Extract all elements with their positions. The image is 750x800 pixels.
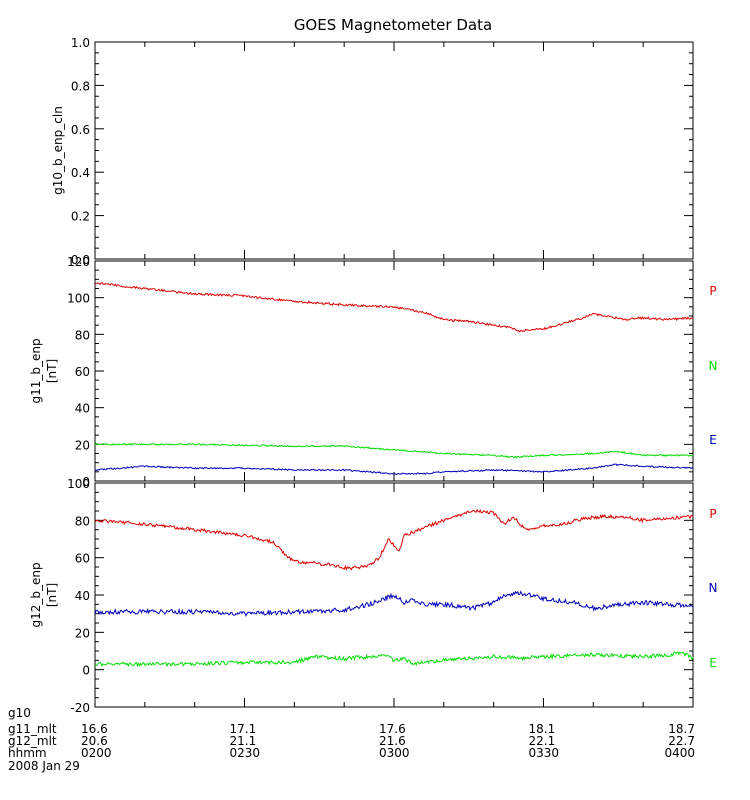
legend-label-n: N: [709, 581, 718, 595]
legend-label-p: P: [709, 507, 716, 521]
footer-tick-value: 22.7: [668, 734, 695, 748]
y-tick-label: 60: [75, 365, 90, 379]
footer-tick-value: 18.1: [528, 722, 556, 736]
y-axis-unit: [nT]: [45, 583, 59, 607]
series-line-e: [94, 651, 694, 668]
y-tick-label: 80: [75, 514, 90, 528]
series-line-n: [94, 442, 694, 459]
series-line-e: [94, 463, 694, 476]
legend-label-p: P: [709, 284, 716, 298]
series-line-p: [94, 282, 694, 333]
plot-frame: [94, 41, 694, 260]
plot-frame: [94, 260, 694, 482]
y-axis-label: g12_b_enp: [29, 562, 43, 627]
footer-row-label: g12_mlt: [8, 734, 57, 748]
y-tick-label: 1.0: [71, 36, 90, 50]
footer-tick-value: 0200: [81, 746, 112, 760]
footer-tick-value: 0400: [664, 746, 695, 760]
y-tick-label: 80: [75, 328, 90, 342]
series-line-n: [94, 590, 694, 617]
y-tick-label: 20: [75, 626, 90, 640]
legend-label-e: E: [709, 656, 717, 670]
footer-tick-value: 22.1: [528, 734, 556, 748]
y-tick-label: 40: [75, 589, 90, 603]
footer-tick-value: 18.7: [668, 722, 695, 736]
y-tick-label: 20: [75, 438, 90, 452]
y-tick-label: 100: [67, 292, 90, 306]
y-axis-label: g10_b_enp_cln: [51, 106, 65, 195]
footer-date: 2008 Jan 29: [8, 759, 80, 773]
chart-title: GOES Magnetometer Data: [294, 16, 492, 34]
panel-1: 0.0 0.2 0.4 0.6 0.8 1.0 g10_b_enp_cln: [51, 36, 694, 267]
legend-label-e: E: [709, 433, 717, 447]
footer-tick-value: 0330: [528, 746, 560, 760]
y-tick-label: 0.2: [71, 210, 90, 224]
y-tick-label: 0.8: [71, 79, 90, 93]
footer-tick-value: 21.1: [229, 734, 257, 748]
y-tick-label: 0: [82, 664, 90, 678]
y-tick-label: -20: [70, 701, 90, 715]
y-tick-label: 0.6: [71, 123, 90, 137]
panel-3: -20 0 20 40 60 80 100 g12_b_enp [nT] P N E: [29, 477, 717, 715]
footer-row-label: g10: [8, 706, 31, 720]
footer-tick-value: 20.6: [81, 734, 108, 748]
legend-label-n: N: [709, 359, 718, 373]
footer-tick-value: 17.6: [379, 722, 406, 736]
panel-2: 0 20 40 60 80 100 120 g11_b_enp [nT] P N E: [29, 255, 717, 489]
series-line-p: [94, 508, 694, 571]
y-tick-label: 100: [67, 477, 90, 491]
footer-tick-value: 16.6: [81, 722, 108, 736]
y-tick-label: 0: [82, 475, 90, 489]
y-tick-label: 0.4: [71, 166, 90, 180]
footer-tick-value: 0230: [229, 746, 261, 760]
footer-row-label: hhmm: [8, 746, 47, 760]
y-tick-label: 120: [67, 255, 90, 269]
footer-row-label: g11_mlt: [8, 722, 57, 736]
footer-tick-value: 17.1: [229, 722, 257, 736]
footer-tick-value: 0300: [379, 746, 410, 760]
y-axis-unit: [nT]: [45, 359, 59, 383]
plot-panels: 0.0 0.2 0.4 0.6 0.8 1.0 g10_b_enp_cln 0 20 40 60 80…: [29, 36, 717, 715]
y-tick-label: 0.0: [71, 253, 90, 267]
footer-tick-value: 21.6: [379, 734, 406, 748]
y-tick-label: 40: [75, 402, 90, 416]
y-tick-label: 60: [75, 552, 90, 566]
y-axis-label: g11_b_enp: [29, 338, 43, 403]
